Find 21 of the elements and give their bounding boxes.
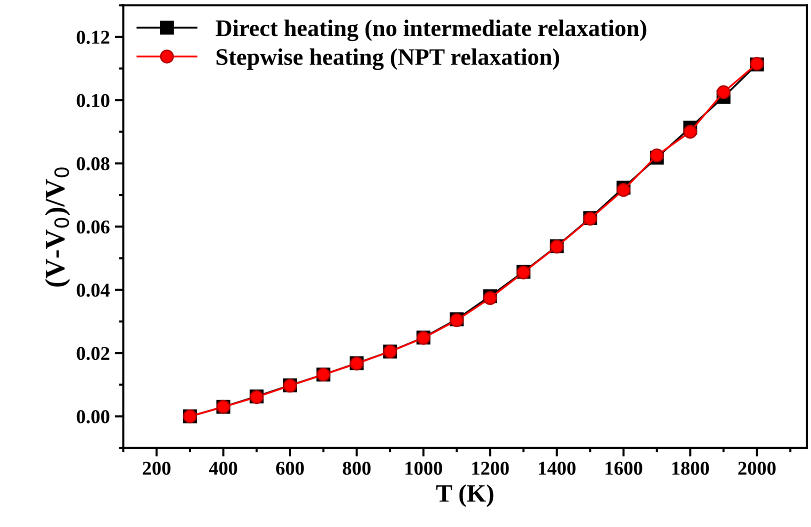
x-tick-label: 400 [209,462,238,475]
x-tick-label: 1800 [672,462,709,475]
x-tick-label: 2000 [738,462,776,475]
x-tick-label: 1400 [538,462,576,475]
y-tick-label: 0.02 [76,346,110,360]
x-tick-label: 1000 [406,462,442,475]
y-tick-label: 0.06 [76,220,110,234]
x-tick-label: 1200 [472,462,509,475]
y-tick-label: 0.08 [76,157,110,170]
x-tick-label: 200 [142,462,170,475]
x-tick-label: 600 [276,462,304,475]
x-tick-label: 800 [342,462,371,475]
y-axis-title: (V-V$_{0}$)/V$_{0}$ [44,167,70,287]
y-tick-label: 0.04 [76,284,110,297]
y-tick-label: 0.10 [76,94,110,108]
y-tick-label: 0.12 [76,30,110,44]
legend-label: Direct heating (no intermediate relaxation) [216,20,646,42]
x-axis-title: T (K) [436,484,494,508]
legend-label: Stepwise heating (NPT relaxation) [216,48,560,70]
x-tick-label: 1600 [606,462,642,475]
y-tick-label: 0.00 [76,410,110,424]
